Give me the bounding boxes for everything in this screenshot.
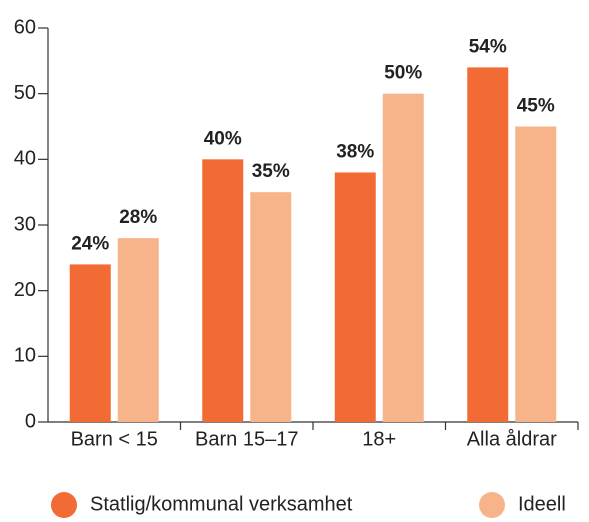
- bar: [334, 172, 376, 422]
- value-label: 45%: [517, 96, 555, 117]
- bar: [250, 192, 292, 422]
- legend-swatch: [51, 492, 77, 518]
- value-label: 24%: [71, 233, 109, 254]
- bar: [515, 126, 557, 422]
- legend-label: Ideell: [518, 493, 566, 515]
- x-tick-label: Barn 15–17: [195, 428, 298, 450]
- x-tick-label: Barn < 15: [71, 428, 158, 450]
- value-label: 35%: [252, 161, 290, 182]
- legend-swatch: [479, 492, 505, 518]
- bar: [467, 67, 509, 423]
- value-label: 40%: [204, 128, 242, 149]
- legend-label: Statlig/kommunal verksamhet: [90, 493, 353, 515]
- value-label: 38%: [336, 141, 374, 162]
- value-label: 50%: [384, 63, 422, 84]
- x-tick-label: Alla åldrar: [467, 428, 557, 450]
- y-tick-label: 20: [14, 279, 36, 301]
- y-tick-label: 50: [14, 82, 36, 104]
- y-tick-label: 40: [14, 148, 36, 170]
- y-tick-label: 30: [14, 213, 36, 235]
- bar: [202, 159, 244, 423]
- value-label: 28%: [119, 207, 157, 228]
- x-tick-label: 18+: [362, 428, 396, 450]
- bar: [117, 238, 159, 422]
- y-tick-label: 10: [14, 345, 36, 367]
- value-label: 54%: [469, 36, 507, 57]
- y-tick-label: 60: [14, 16, 36, 38]
- bar: [382, 93, 424, 423]
- bar: [69, 264, 111, 422]
- y-tick-label: 0: [25, 410, 36, 432]
